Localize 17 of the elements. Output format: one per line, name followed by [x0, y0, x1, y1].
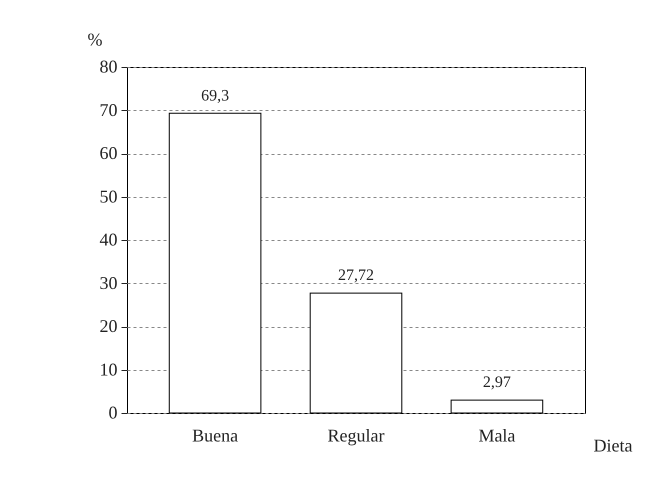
- y-axis-title: %: [88, 30, 102, 50]
- data-label: 27,72: [338, 267, 374, 284]
- x-tick-label: Regular: [328, 426, 384, 446]
- data-label: 2,97: [482, 374, 511, 392]
- x-tick-label: Mala: [478, 426, 516, 446]
- y-tick-label: 50: [100, 186, 118, 206]
- x-tick-label: Buena: [192, 426, 238, 446]
- y-tick-label: 40: [100, 230, 118, 250]
- y-tick-label: 80: [100, 56, 118, 76]
- y-tick-label: 30: [100, 272, 118, 293]
- y-tick-label: 60: [100, 143, 118, 163]
- y-tick-label: 20: [100, 316, 118, 336]
- x-axis-title: Dieta: [594, 436, 632, 456]
- y-tick-label: 10: [100, 359, 118, 380]
- data-label: 69,3: [201, 87, 230, 104]
- y-tick-label: 0: [108, 402, 118, 422]
- y-tick-label: 70: [100, 100, 118, 120]
